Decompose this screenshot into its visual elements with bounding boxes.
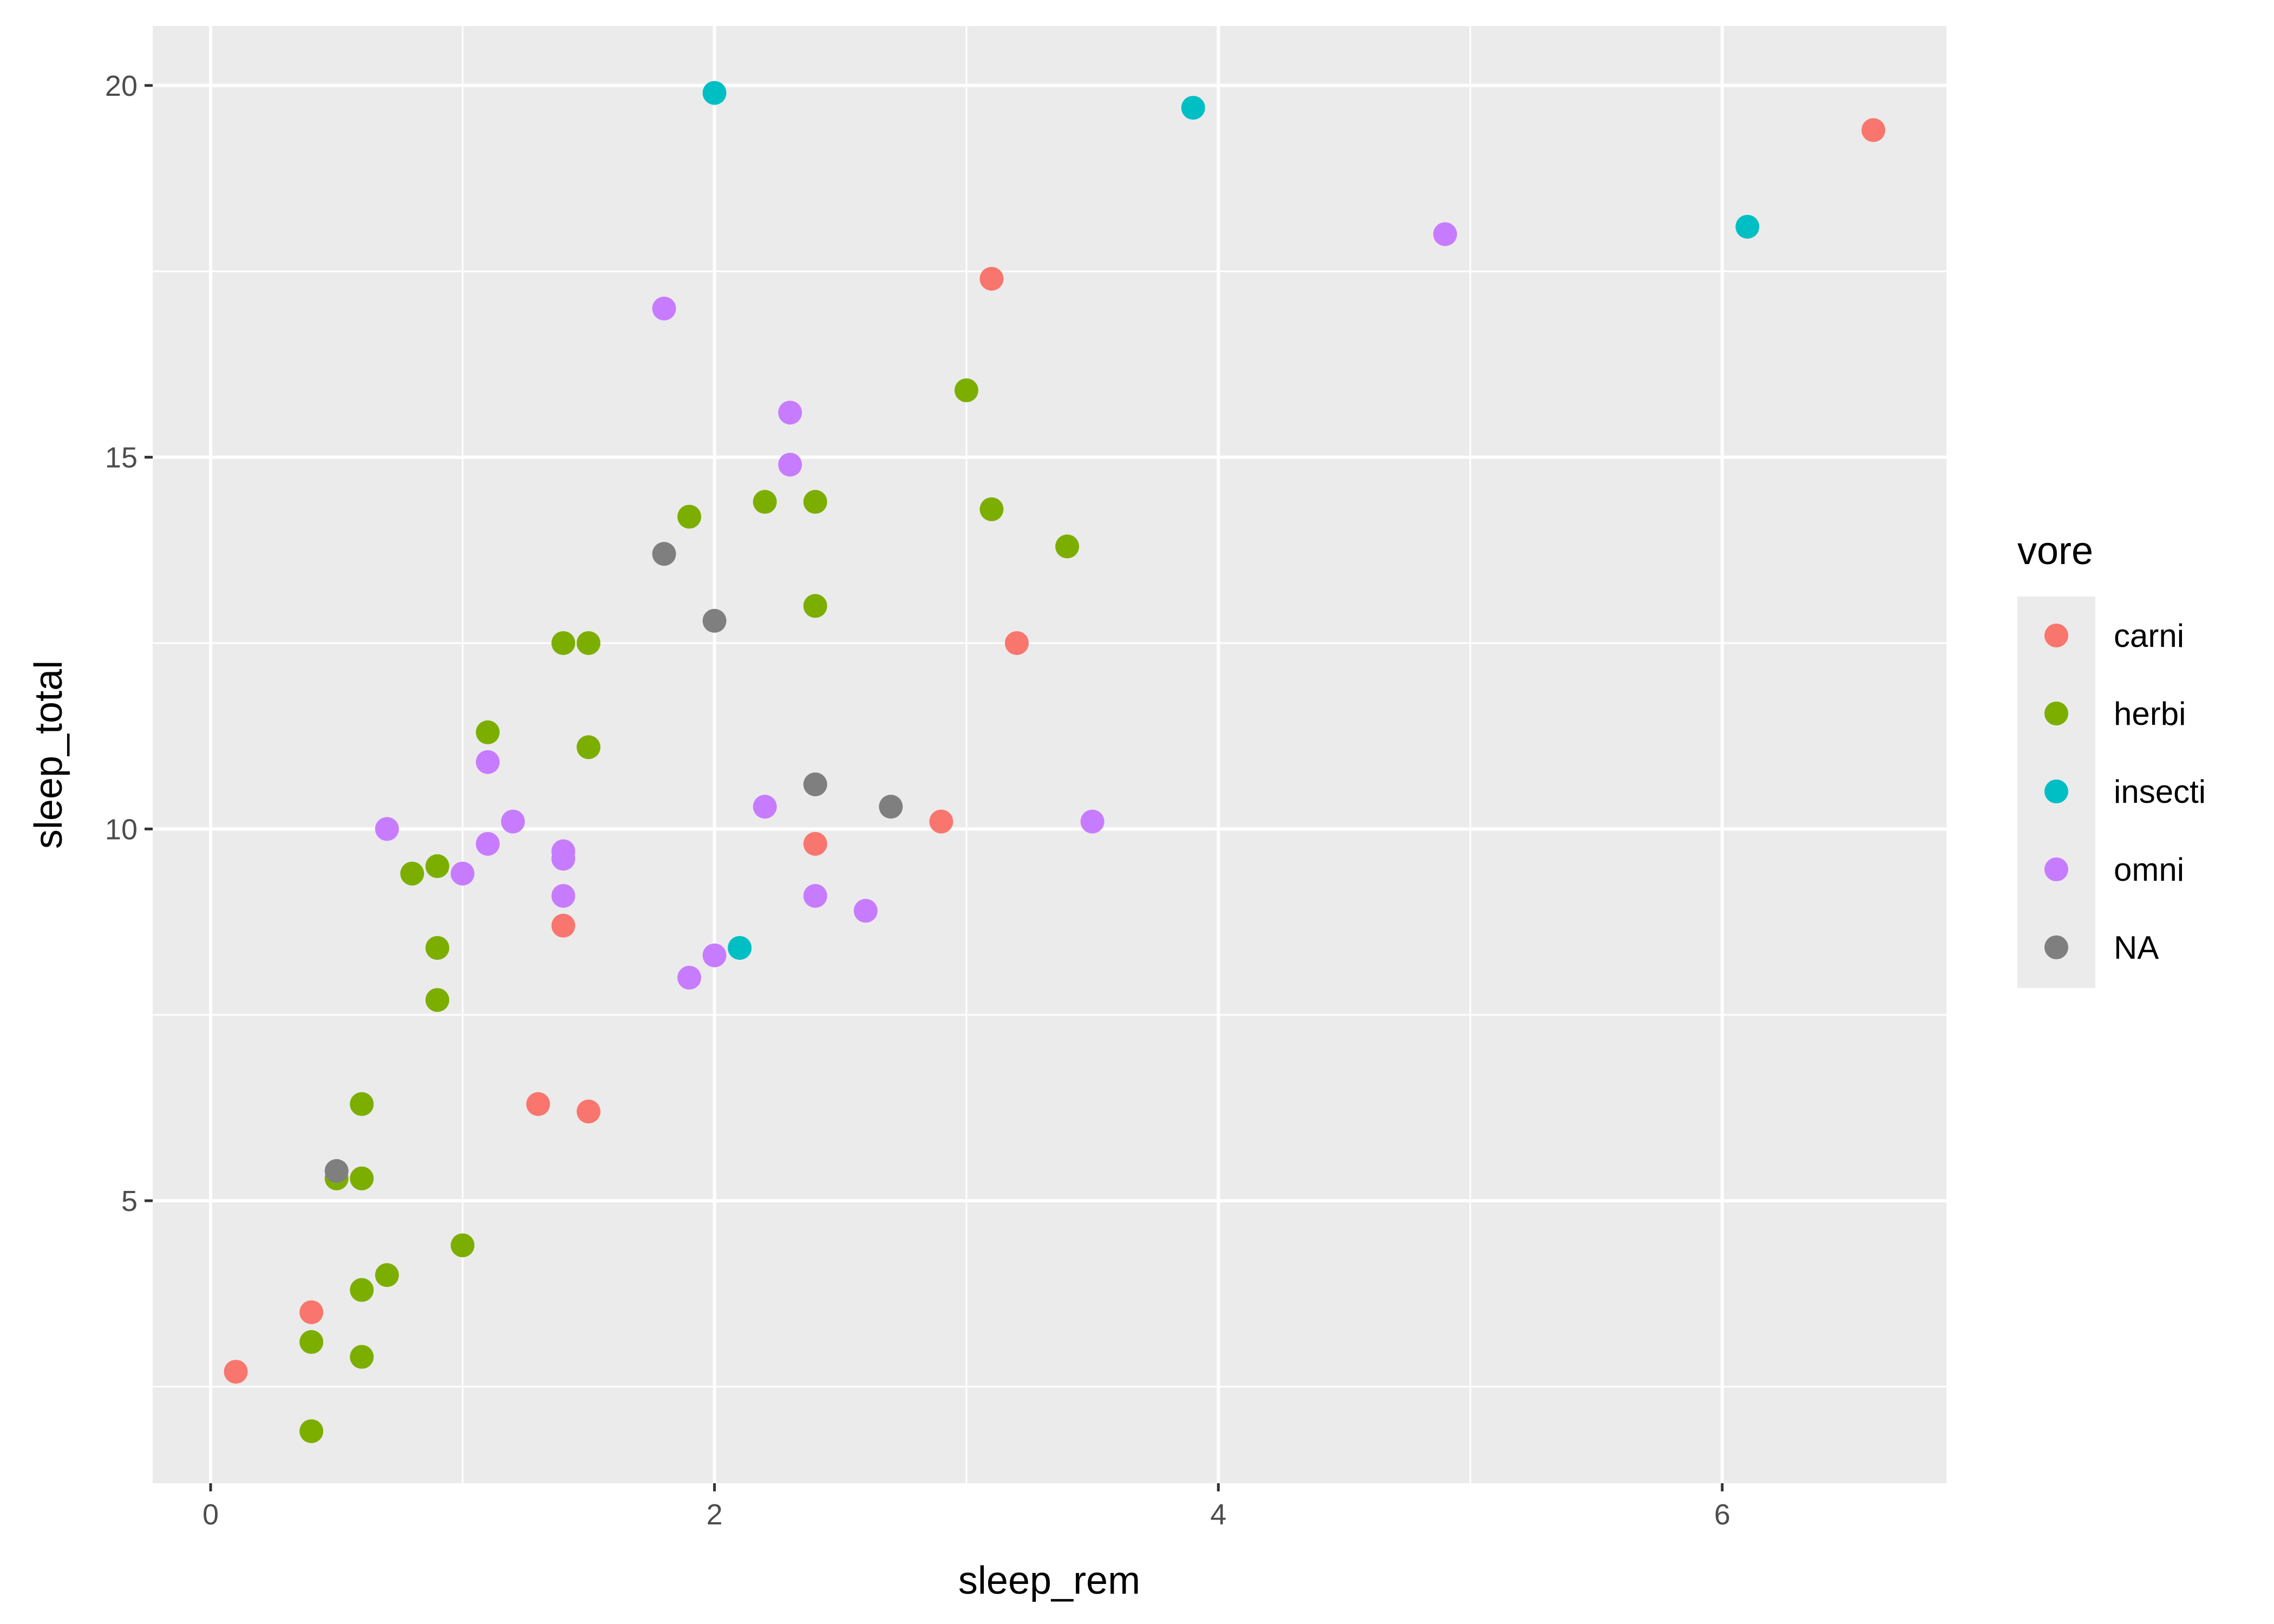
y-tick-label: 10	[105, 813, 138, 846]
data-point-omni	[475, 831, 500, 856]
data-point-omni	[475, 750, 500, 774]
data-point-carni	[979, 266, 1004, 291]
data-point-carni	[299, 1300, 324, 1325]
data-point-na	[803, 772, 827, 796]
legend-items: carni herbi insecti omni NA	[2044, 618, 2206, 966]
data-point-herbi	[803, 490, 827, 514]
data-point-omni	[551, 847, 576, 871]
major-grid	[153, 26, 1946, 1483]
legend-key-insecti	[2044, 780, 2068, 803]
data-point-herbi	[803, 594, 827, 618]
data-point-omni	[853, 899, 878, 923]
data-point-herbi	[299, 1330, 324, 1354]
data-point-omni	[551, 883, 576, 908]
data-point-na	[879, 795, 903, 819]
data-point-omni	[450, 861, 475, 886]
legend-key-herbi	[2044, 702, 2068, 725]
data-point-herbi	[551, 631, 576, 655]
axes: 0 2 4 6 5 10 15 20	[105, 70, 1730, 1531]
x-axis-title: sleep_rem	[958, 1559, 1140, 1602]
y-axis-title: sleep_total	[27, 660, 70, 849]
data-point-omni	[778, 401, 802, 425]
legend-title: vore	[2017, 529, 2093, 573]
data-point-herbi	[954, 378, 978, 402]
data-point-na	[652, 542, 676, 566]
minor-grid	[153, 26, 1946, 1483]
data-point-herbi	[979, 497, 1004, 521]
data-point-carni	[551, 913, 576, 938]
data-point-herbi	[350, 1092, 374, 1116]
data-point-omni	[702, 943, 727, 967]
data-point-omni	[778, 453, 802, 477]
data-point-herbi	[576, 631, 600, 655]
data-point-herbi	[425, 854, 449, 879]
y-tick-label: 5	[121, 1185, 138, 1217]
data-point-omni	[652, 296, 676, 320]
data-point-herbi	[350, 1166, 374, 1190]
data-point-herbi	[1055, 534, 1080, 559]
data-point-herbi	[400, 861, 424, 886]
data-point-omni	[753, 795, 777, 819]
data-point-herbi	[425, 936, 449, 960]
data-point-herbi	[375, 1263, 399, 1287]
data-point-omni	[375, 817, 399, 841]
legend-label-carni: carni	[2114, 618, 2184, 654]
data-points	[224, 81, 1886, 1443]
data-point-omni	[803, 883, 827, 908]
data-point-herbi	[450, 1233, 475, 1258]
y-tick-label: 20	[105, 70, 138, 102]
legend-label-insecti: insecti	[2114, 774, 2206, 810]
data-point-carni	[1005, 631, 1029, 655]
data-point-herbi	[753, 490, 777, 514]
legend[interactable]: vore carni herbi insecti omni NA	[2017, 529, 2206, 988]
data-point-herbi	[299, 1419, 324, 1443]
data-point-herbi	[350, 1278, 374, 1302]
data-point-omni	[677, 966, 702, 990]
data-point-insecti	[1735, 214, 1760, 239]
x-tick-label: 0	[202, 1498, 219, 1531]
legend-key-carni	[2044, 624, 2068, 647]
data-point-carni	[224, 1359, 248, 1384]
data-point-omni	[1433, 222, 1458, 246]
y-tick-label: 15	[105, 442, 138, 474]
data-point-carni	[929, 809, 953, 834]
data-point-omni	[1080, 809, 1105, 834]
data-point-herbi	[576, 735, 600, 759]
data-point-herbi	[677, 505, 702, 529]
legend-label-omni: omni	[2114, 852, 2184, 888]
data-point-omni	[501, 809, 525, 834]
x-tick-label: 6	[1714, 1498, 1730, 1531]
data-point-carni	[576, 1099, 600, 1124]
plot-panel	[153, 26, 1946, 1483]
legend-label-herbi: herbi	[2114, 696, 2186, 732]
data-point-na	[702, 608, 727, 633]
data-point-carni	[526, 1092, 550, 1116]
legend-key-omni	[2044, 857, 2068, 881]
legend-label-na: NA	[2114, 929, 2159, 966]
x-tick-label: 2	[707, 1498, 723, 1531]
legend-key-na	[2044, 935, 2068, 959]
x-tick-label: 4	[1210, 1498, 1226, 1531]
data-point-insecti	[702, 81, 727, 105]
data-point-herbi	[350, 1345, 374, 1369]
data-point-na	[324, 1159, 349, 1183]
data-point-insecti	[728, 936, 752, 960]
data-point-carni	[803, 831, 827, 856]
data-point-carni	[1861, 118, 1886, 142]
data-point-herbi	[475, 720, 500, 744]
data-point-herbi	[425, 988, 449, 1012]
data-point-insecti	[1181, 96, 1205, 120]
